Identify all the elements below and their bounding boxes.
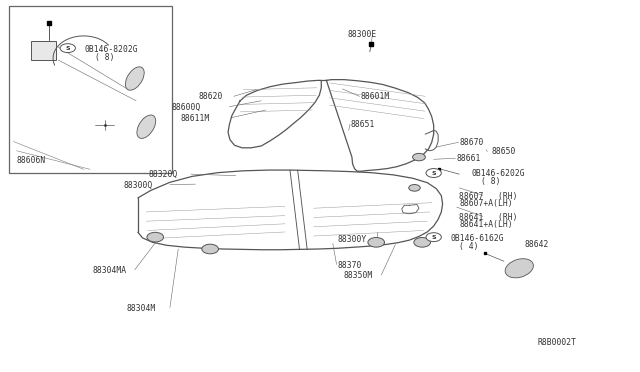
Text: 88642: 88642 <box>524 240 548 249</box>
Text: 0B146-8202G: 0B146-8202G <box>85 45 139 54</box>
Circle shape <box>426 169 442 177</box>
Circle shape <box>368 237 385 247</box>
Text: 0B146-6162G: 0B146-6162G <box>451 234 504 243</box>
Text: 88600Q: 88600Q <box>172 103 201 112</box>
Ellipse shape <box>125 67 144 90</box>
Text: 88300E: 88300E <box>348 30 377 39</box>
Text: ( 4): ( 4) <box>460 241 479 250</box>
Text: 88601M: 88601M <box>360 92 390 101</box>
Circle shape <box>413 153 426 161</box>
Text: 88650: 88650 <box>491 147 516 156</box>
Circle shape <box>414 237 431 247</box>
Text: 88607   (RH): 88607 (RH) <box>460 192 518 201</box>
Circle shape <box>202 244 218 254</box>
Text: ( 8): ( 8) <box>95 52 115 61</box>
Circle shape <box>409 185 420 191</box>
Text: S: S <box>431 235 436 240</box>
Text: S: S <box>65 46 70 51</box>
Text: 88620: 88620 <box>198 92 223 101</box>
Text: 88300Y: 88300Y <box>337 235 367 244</box>
Text: 88651: 88651 <box>351 121 375 129</box>
Text: 88661: 88661 <box>456 154 481 163</box>
Text: 88300Q: 88300Q <box>124 181 153 190</box>
Text: 0B146-6202G: 0B146-6202G <box>472 169 525 178</box>
Circle shape <box>426 233 442 241</box>
Text: ( 8): ( 8) <box>481 177 500 186</box>
Circle shape <box>147 232 164 242</box>
Text: 88607+A(LH): 88607+A(LH) <box>460 199 513 208</box>
Text: 88641+A(LH): 88641+A(LH) <box>460 220 513 229</box>
Bar <box>9 6 172 173</box>
Ellipse shape <box>505 259 533 278</box>
Circle shape <box>60 44 76 52</box>
Text: 88611M: 88611M <box>180 114 210 123</box>
Text: 88320Q: 88320Q <box>149 170 178 179</box>
Text: 88304M: 88304M <box>127 304 156 313</box>
Text: R8B0002T: R8B0002T <box>537 338 576 347</box>
Text: S: S <box>431 170 436 176</box>
FancyBboxPatch shape <box>31 41 56 60</box>
Ellipse shape <box>137 115 156 138</box>
Text: 88670: 88670 <box>460 138 484 147</box>
Text: 88370: 88370 <box>337 261 362 270</box>
Text: 88641   (RH): 88641 (RH) <box>460 213 518 222</box>
Text: 88304MA: 88304MA <box>92 266 126 275</box>
Text: 88606N: 88606N <box>17 155 46 164</box>
Text: 88350M: 88350M <box>344 271 373 280</box>
